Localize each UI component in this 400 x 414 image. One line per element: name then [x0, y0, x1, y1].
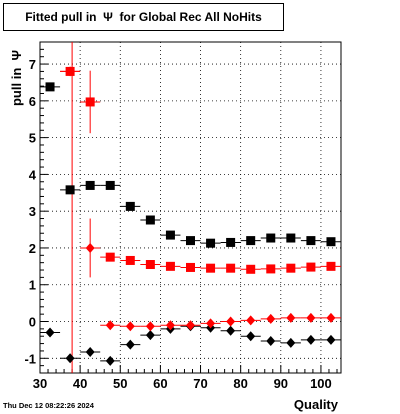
chart-title: Fitted pull in Ψ for Global Rec All NoHi…	[3, 3, 284, 31]
data-point-diamond	[85, 347, 95, 358]
data-point-diamond	[125, 321, 135, 332]
data-point-square	[226, 263, 236, 273]
data-point-diamond	[145, 321, 155, 332]
data-point-square	[266, 233, 276, 243]
data-point-diamond	[105, 355, 115, 366]
data-point-square	[286, 233, 296, 243]
data-point-diamond	[306, 334, 316, 345]
y-tick-label: 0	[29, 315, 36, 330]
data-point-square	[206, 263, 216, 273]
data-point-square	[186, 236, 195, 246]
data-point-diamond	[286, 312, 296, 323]
data-point-square	[105, 180, 115, 190]
data-point-square	[206, 238, 216, 248]
data-point-square	[105, 252, 115, 262]
data-point-diamond	[266, 336, 276, 347]
x-tick-label: 90	[274, 376, 288, 391]
x-tick-label: 40	[73, 376, 87, 391]
data-point-diamond	[326, 312, 336, 323]
x-axis-label: Quality	[293, 397, 338, 412]
y-tick-label: 5	[29, 131, 36, 146]
data-point-square	[165, 230, 175, 240]
y-tick-label: -1	[24, 351, 36, 366]
x-tick-label: 30	[33, 376, 47, 391]
data-point-square	[246, 264, 256, 274]
data-point-square	[326, 237, 336, 247]
y-tick-label: 3	[29, 204, 36, 219]
timestamp: Thu Dec 12 08:22:26 2024	[3, 401, 94, 410]
data-point-diamond	[306, 312, 316, 323]
data-point-square	[145, 215, 155, 225]
data-point-square	[266, 264, 276, 274]
data-point-square	[186, 262, 195, 272]
data-point-diamond	[145, 330, 155, 341]
data-point-square	[125, 201, 135, 211]
data-point-diamond	[85, 242, 95, 253]
data-point-diamond	[65, 66, 75, 77]
data-point-diamond	[165, 320, 175, 331]
data-point-square	[45, 82, 55, 92]
data-point-diamond	[246, 331, 256, 342]
x-tick-label: 100	[310, 376, 332, 391]
y-tick-label: 6	[29, 94, 36, 109]
x-tick-label: 60	[153, 376, 167, 391]
x-tick-label: 70	[193, 376, 207, 391]
y-tick-label: 2	[29, 241, 36, 256]
y-tick-label: 4	[29, 167, 37, 182]
data-point-diamond	[125, 339, 135, 350]
data-point-square	[125, 255, 135, 265]
data-point-square	[65, 185, 75, 195]
y-tick-label: 7	[29, 57, 36, 72]
data-point-square	[306, 236, 316, 246]
data-point-square	[165, 261, 175, 271]
y-tick-label: 1	[29, 278, 36, 293]
data-point-diamond	[326, 334, 336, 345]
data-point-square	[85, 97, 95, 107]
data-point-square	[145, 260, 155, 270]
y-axis-label: pull in Ψ	[9, 50, 24, 107]
data-point-diamond	[65, 353, 75, 364]
data-point-diamond	[206, 318, 216, 329]
data-point-diamond	[226, 316, 236, 327]
data-point-square	[326, 261, 336, 271]
data-point-square	[286, 263, 296, 273]
data-point-square	[306, 262, 316, 272]
data-point-diamond	[246, 315, 256, 326]
x-tick-label: 50	[113, 376, 127, 391]
data-point-diamond	[266, 313, 276, 324]
data-point-diamond	[286, 337, 296, 348]
data-point-square	[246, 236, 256, 246]
data-point-diamond	[105, 320, 115, 331]
data-point-diamond	[186, 320, 195, 331]
data-point-diamond	[45, 327, 55, 338]
data-point-square	[85, 180, 95, 190]
data-point-diamond	[226, 325, 236, 336]
data-point-square	[226, 237, 236, 247]
x-tick-label: 80	[233, 376, 247, 391]
